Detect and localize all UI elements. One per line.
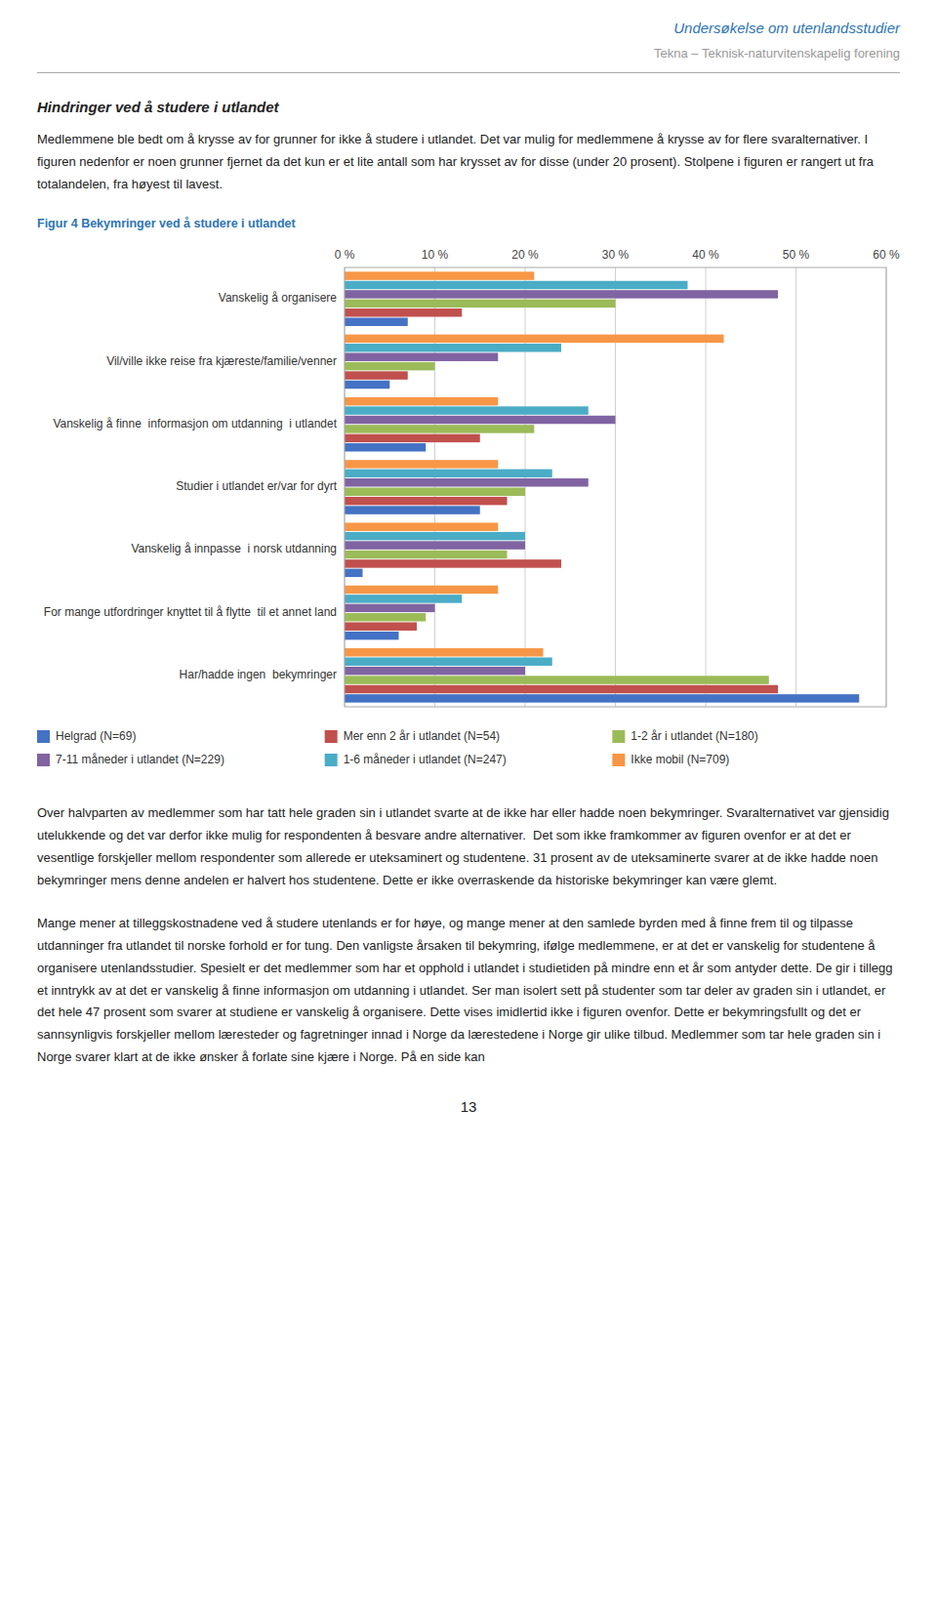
bar (344, 362, 436, 370)
bars (344, 272, 859, 703)
bar (344, 469, 553, 478)
legend-swatch (37, 730, 50, 743)
bar (344, 415, 616, 424)
bar (344, 657, 553, 666)
category-label: Vanskelig å innpasse i norsk utdanning (130, 542, 337, 557)
category-label: Vanskelig å finne informasjon om utdanni… (52, 416, 337, 431)
legend-label: 1-2 år i utlandet (N=180) (630, 729, 758, 743)
bar (344, 693, 859, 702)
bar (344, 478, 589, 487)
header-title: Undersøkelse om utenlandsstudier (37, 19, 900, 37)
bar (344, 434, 481, 443)
section-title: Hindringer ved å studere i utlandet (37, 98, 900, 116)
bar (344, 459, 498, 468)
bar (344, 308, 462, 317)
bar (344, 622, 417, 631)
category-label: Studier i utlandet er/var for dyrt (175, 479, 337, 493)
page-number: 13 (37, 1098, 900, 1115)
body-text: Over halvparten av medlemmer som har tat… (37, 802, 900, 892)
grid-line (525, 267, 527, 707)
chart: Vanskelig å organisere Vil/ville ikke rei… (37, 238, 900, 785)
header: Undersøkelse om utenlandsstudier Tekna – … (37, 19, 900, 74)
grid-line (434, 267, 436, 707)
bar (344, 631, 400, 640)
tick-label: 40 % (692, 247, 720, 262)
category-label: Vanskelig å organisere (218, 291, 338, 306)
bar (344, 424, 534, 433)
bar (344, 407, 589, 415)
page: Undersøkelse om utenlandsstudier Tekna – … (0, 0, 937, 1115)
tick-label: 30 % (602, 247, 630, 262)
legend-label: Helgrad (N=69) (55, 729, 136, 743)
legend-label: 1-6 måneder i utlandet (N=247) (343, 752, 507, 767)
bar (344, 666, 526, 675)
bar (344, 604, 436, 612)
category-label: For mange utfordringer knyttet til å fly… (43, 605, 337, 619)
bar (344, 397, 498, 406)
bar (344, 569, 364, 577)
grid-line (614, 267, 616, 707)
bar (344, 676, 770, 685)
bar (344, 523, 498, 531)
legend-swatch (611, 730, 625, 743)
tick-label: 20 % (511, 247, 539, 262)
bar (344, 443, 426, 451)
legend-label: Mer enn 2 år i utlandet (N=54) (343, 729, 500, 743)
legend-swatch (325, 753, 338, 767)
body-text: Medlemmene ble bedt om å krysse av for g… (37, 128, 900, 196)
tick-label: 60 % (872, 247, 900, 262)
category-label: Vil/ville ikke reise fra kjæreste/famili… (106, 354, 337, 368)
bar (344, 496, 508, 505)
legend: Helgrad (N=69) Mer enn 2 år i utlandet (N… (37, 729, 759, 767)
grid (344, 267, 887, 707)
tick-label: 10 % (421, 247, 449, 262)
bar (344, 281, 689, 289)
bar (344, 353, 498, 362)
bar (344, 531, 526, 540)
bar (344, 371, 408, 380)
bar (344, 550, 508, 559)
legend-label: 7-11 måneder i utlandet (N=229) (55, 752, 225, 767)
category-label: Har/hadde ingen bekymringer (179, 667, 337, 682)
bar (344, 559, 562, 568)
bar (344, 594, 462, 603)
plot-frame (344, 267, 887, 707)
bar (344, 289, 778, 298)
bar (344, 334, 725, 343)
legend-swatch (611, 753, 625, 767)
grid-line (795, 267, 797, 707)
bar (344, 648, 544, 656)
body-text: Mange mener at tilleggskostnadene ved å … (37, 912, 900, 1068)
tick-label: 0 % (334, 247, 356, 262)
header-subtitle: Tekna – Teknisk-naturvitenskapelig foren… (37, 45, 900, 61)
bar (344, 299, 616, 308)
bar (344, 343, 562, 352)
legend-swatch (325, 730, 338, 743)
bar (344, 541, 526, 550)
legend-label: Ikke mobil (N=709) (630, 752, 730, 767)
tick-label: 50 % (782, 247, 811, 262)
chart-title: Figur 4 Bekymringer ved å studere i utla… (37, 216, 900, 231)
bar (344, 380, 390, 389)
bar (344, 506, 481, 515)
bar (344, 488, 526, 496)
bar (344, 585, 498, 594)
grid-line (705, 267, 707, 707)
bar (344, 612, 426, 621)
legend-swatch (37, 753, 50, 767)
bar (344, 272, 534, 281)
bar (344, 685, 778, 693)
bar (344, 318, 408, 326)
